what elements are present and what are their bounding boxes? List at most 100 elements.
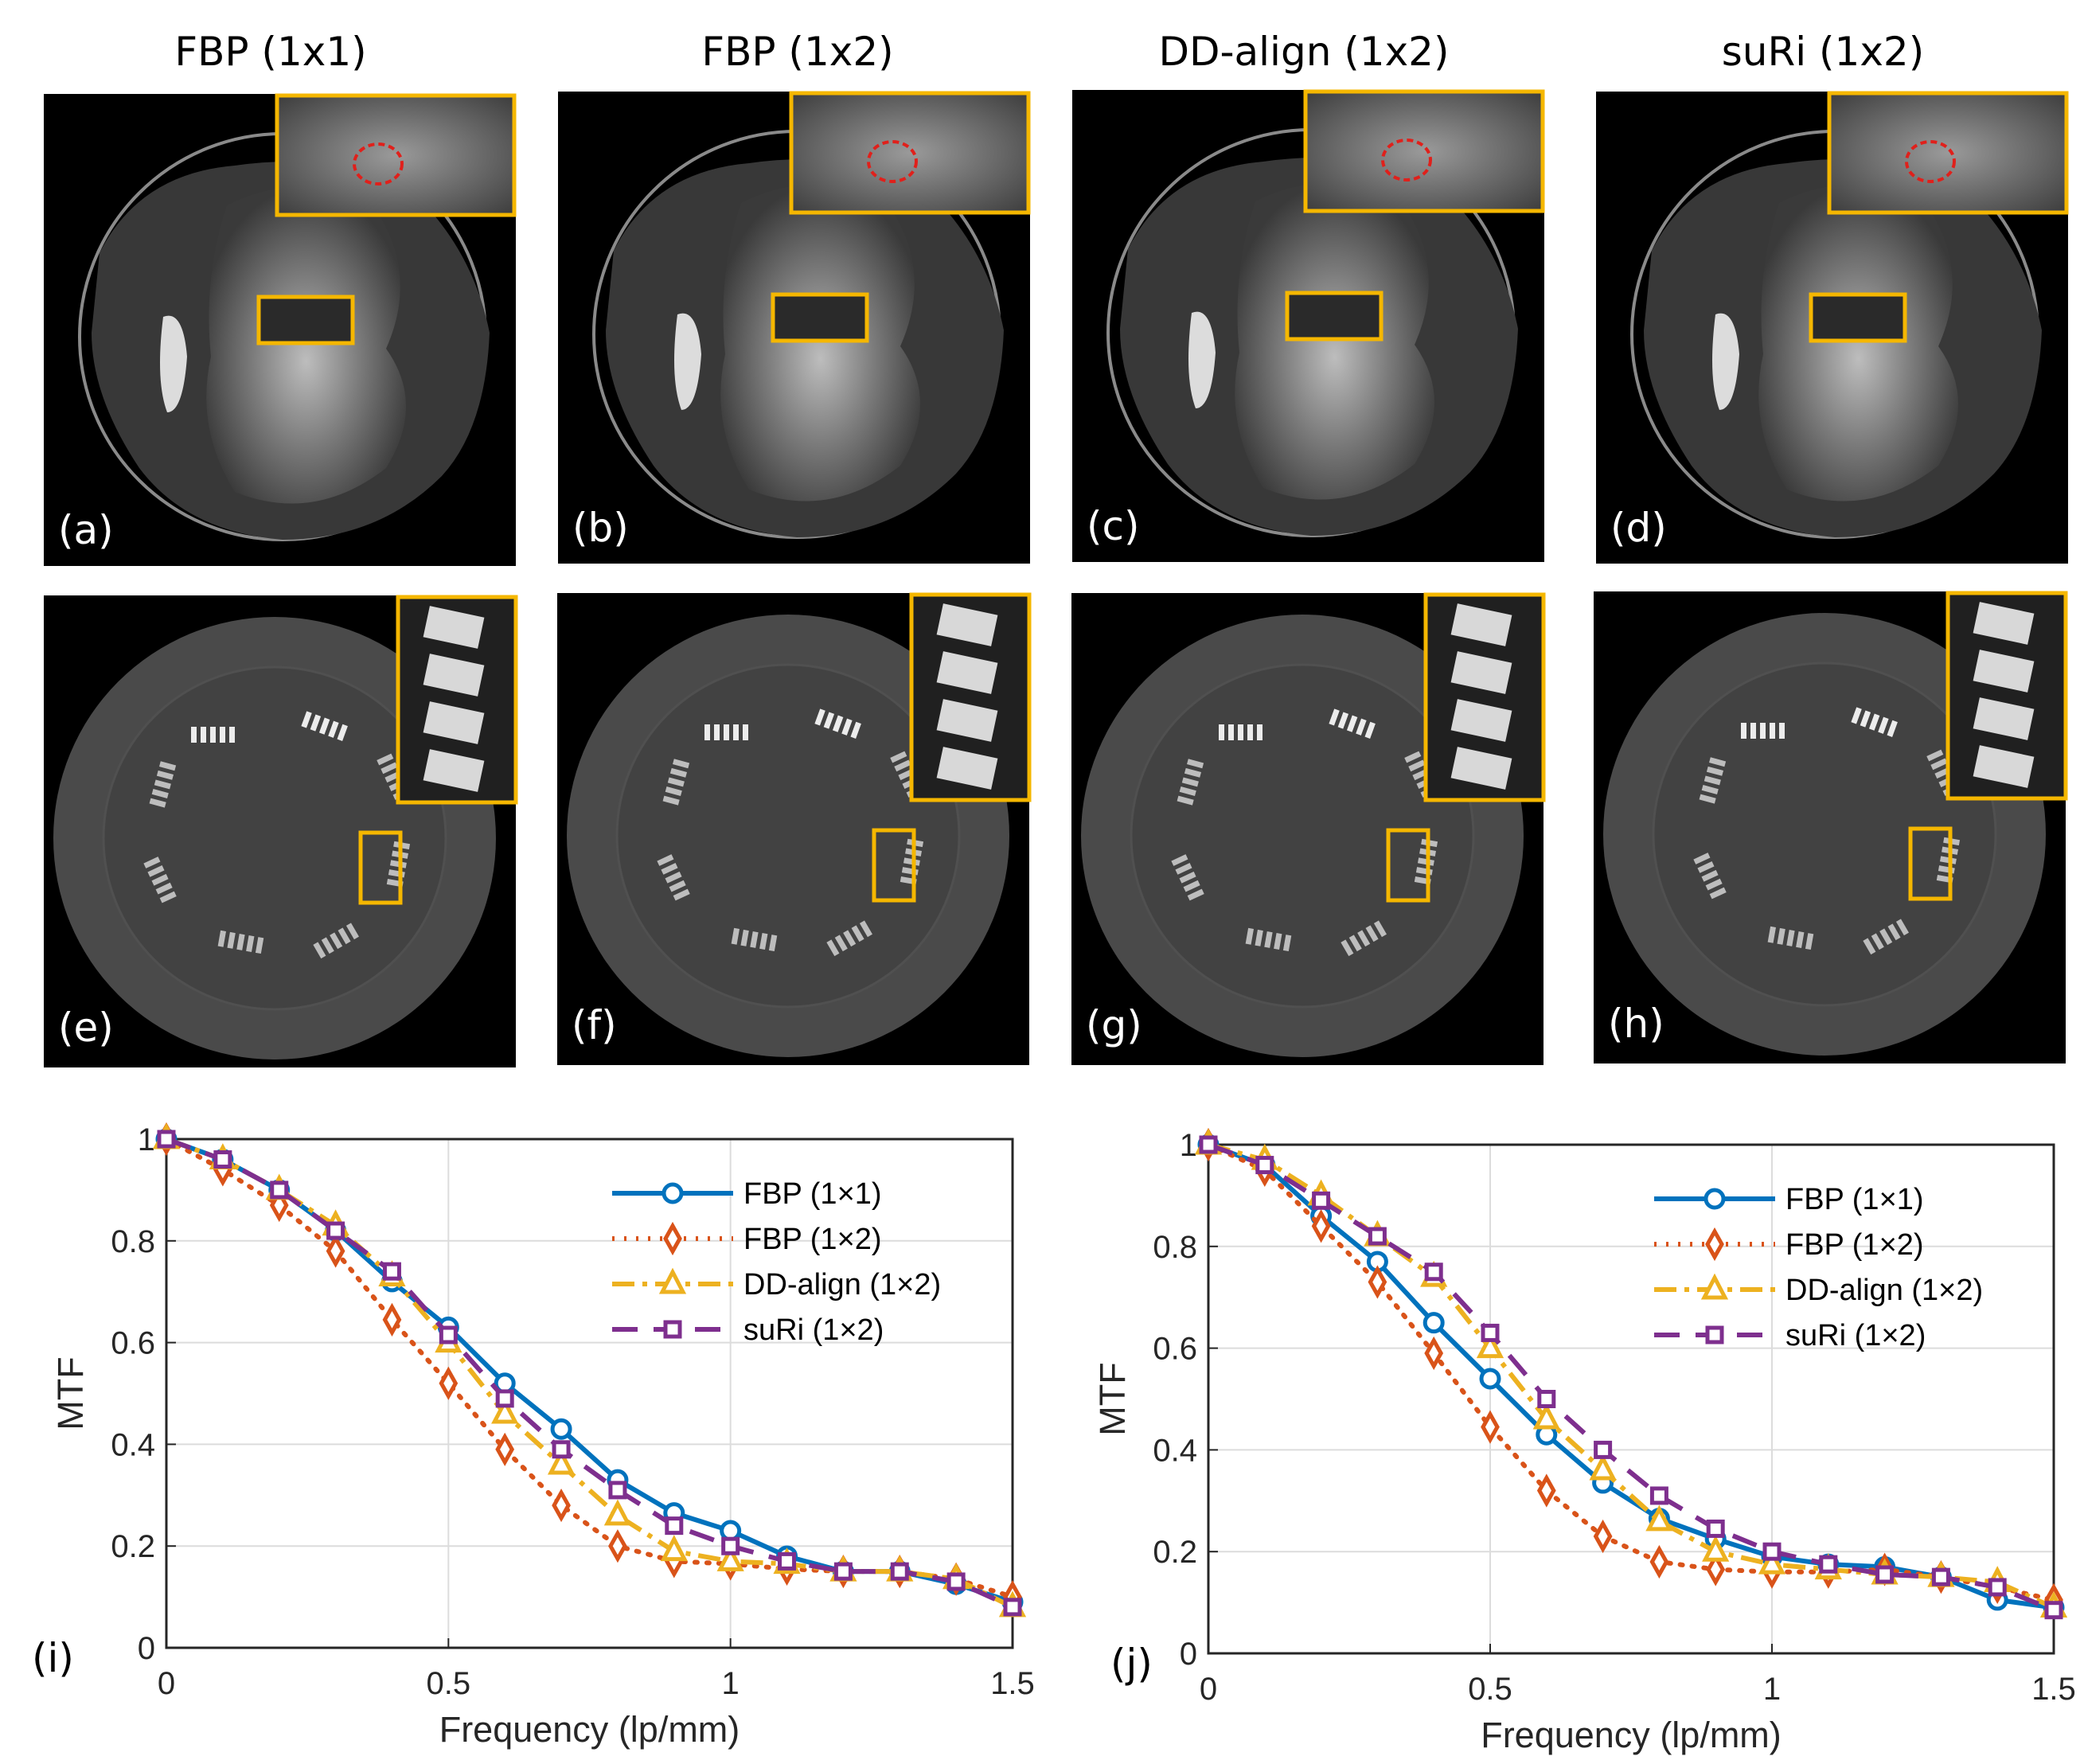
marker-diamond: [552, 1488, 571, 1523]
line-pair-bar: [1701, 785, 1719, 794]
y-tick-label: 0.6: [111, 1326, 155, 1361]
legend: FBP (1×1) FBP (1×2) DD-align (1×2) suRi (1×…: [612, 1177, 941, 1347]
line-pair-bar: [159, 891, 177, 903]
panel-label: (d): [1610, 505, 1667, 551]
y-tick-label: 0.8: [111, 1224, 155, 1259]
line-pair-bar: [345, 923, 359, 940]
roi-box: [358, 830, 403, 905]
line-pair-bar: [310, 714, 322, 732]
inset-bar-pattern: [1450, 747, 1512, 790]
line-pair-bar: [1863, 938, 1876, 955]
line-pair-bar: [832, 715, 844, 732]
bone-structure: [206, 187, 406, 504]
y-tick-label: 0.2: [111, 1529, 155, 1564]
line-pair-group: [191, 727, 235, 743]
roi-box: [1908, 826, 1953, 901]
mtf-chart: 0 0.5 1 1.5 0 0.2 0.4 0.6 0.8 1 Frequency (lp/mm) M…: [32, 1122, 1035, 1750]
bone-structure: [720, 185, 920, 501]
series-line: [1207, 1142, 2055, 1613]
bone-fragment: [1188, 311, 1216, 408]
marker-diamond: [1706, 1552, 1726, 1586]
line-pair-bar: [1245, 927, 1255, 945]
marker-square: [2044, 1601, 2063, 1620]
roi-box: [872, 828, 916, 903]
phantom-image-panel: (h): [1594, 591, 2068, 1063]
bone-fragment: [674, 313, 701, 410]
marker-diamond: [1649, 1544, 1669, 1579]
line-pair-bar: [1228, 724, 1234, 740]
line-pair-bar: [1186, 759, 1204, 769]
zoom-inset: [1827, 91, 2069, 215]
zoom-inset: [275, 93, 517, 217]
line-pair-bar: [759, 933, 768, 950]
line-pair-bar: [850, 721, 861, 739]
marker-triangle: [1702, 1535, 1730, 1562]
y-tick-label: 0.8: [1153, 1230, 1197, 1265]
marker-triangle: [1700, 1273, 1729, 1300]
plot-area: [1208, 1145, 2054, 1653]
phantom-inner-region: [615, 663, 961, 1009]
marker-triangle: [660, 1535, 688, 1562]
line-pair-bar: [1219, 724, 1224, 740]
line-pair-group: [1851, 707, 1898, 737]
column-title: FBP (1x1): [174, 29, 366, 75]
marker-triangle: [491, 1397, 519, 1424]
inset-bar-pattern: [1973, 745, 2035, 788]
line-pair-bar: [890, 751, 907, 763]
marker-diamond: [1536, 1473, 1556, 1508]
y-tick-label: 0: [1180, 1637, 1197, 1672]
inset-bar-pattern: [423, 654, 485, 697]
marker-diamond: [326, 1234, 345, 1268]
marker-diamond: [1368, 1265, 1387, 1299]
line-pair-bar: [826, 939, 840, 957]
line-pair-bar: [201, 727, 206, 743]
marker-square: [1424, 1263, 1443, 1282]
zoom-inset: [1945, 591, 2068, 801]
bone-fragment: [160, 315, 187, 412]
series-line: [165, 1137, 1014, 1610]
phantom-image-panel: (g): [1071, 592, 1546, 1065]
line-pair-bar: [1693, 853, 1711, 864]
line-pair-bar: [1179, 871, 1196, 884]
marker-diamond: [495, 1432, 515, 1466]
marker-triangle: [603, 1499, 632, 1526]
line-pair-bar: [1346, 715, 1358, 732]
line-pair-bar: [662, 795, 680, 806]
line-pair-bar: [210, 727, 216, 743]
line-pair-bar: [301, 711, 312, 728]
marker-circle: [1423, 1312, 1445, 1334]
inset-bar-pattern: [423, 749, 485, 792]
line-pair-group: [143, 857, 177, 903]
y-tick-label: 0.4: [111, 1427, 155, 1462]
line-pair-bar: [328, 720, 339, 738]
line-pair-bar: [217, 930, 227, 947]
marker-diamond: [1593, 1519, 1613, 1554]
line-pair-bar: [156, 770, 174, 780]
y-tick-label: 0.2: [1153, 1535, 1197, 1570]
line-pair-bar: [1177, 795, 1194, 806]
panel-label: (c): [1087, 503, 1140, 549]
line-pair-bar: [220, 727, 225, 743]
legend-label: suRi (1×2): [1785, 1319, 1926, 1352]
x-tick-label: 0.5: [1468, 1672, 1512, 1707]
marker-square: [1705, 1325, 1724, 1344]
line-pair-bar: [1264, 931, 1273, 948]
line-pair-group: [1767, 926, 1814, 950]
marker-square: [1199, 1135, 1218, 1154]
zoom-inset: [789, 91, 1031, 215]
line-pair-bar: [143, 857, 161, 868]
line-pair-bar: [724, 724, 729, 740]
line-pair-bar: [246, 935, 255, 952]
line-pair-bar: [733, 724, 739, 740]
inset-bar-pattern: [936, 651, 998, 694]
y-tick-label: 1: [1180, 1128, 1197, 1163]
line-pair-bar: [151, 789, 169, 798]
phantom-inner-region: [1130, 663, 1475, 1009]
zoom-inset: [909, 592, 1032, 802]
marker-diamond: [1481, 1410, 1500, 1444]
series-square: [1199, 1135, 2063, 1620]
line-pair-group: [1329, 708, 1376, 739]
line-pair-group: [731, 927, 778, 952]
line-pair-bar: [158, 761, 177, 771]
roi-circle: [1381, 139, 1432, 181]
